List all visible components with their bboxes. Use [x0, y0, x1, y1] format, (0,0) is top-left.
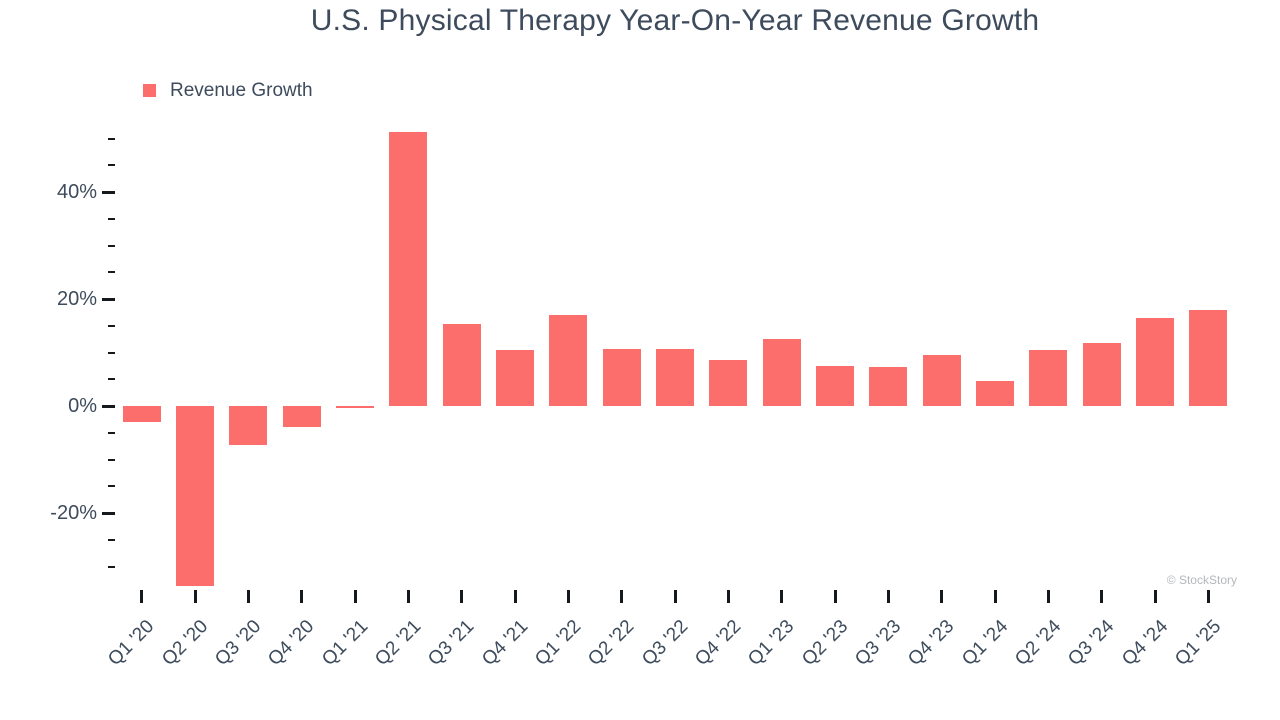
bar-q3-22 [656, 349, 694, 406]
x-axis-tick [140, 590, 144, 603]
x-axis-tick [993, 590, 997, 603]
bar-q2-21 [389, 132, 428, 406]
x-axis-tick [940, 590, 944, 603]
x-axis-tick [246, 590, 250, 603]
x-axis-label: Q2 '20 [157, 616, 212, 671]
x-axis-label: Q3 '21 [424, 616, 479, 671]
bar-q4-23 [922, 355, 961, 406]
x-axis-label: Q2 '23 [797, 616, 852, 671]
x-axis-tick [566, 590, 570, 603]
x-axis-label: Q3 '24 [1064, 616, 1119, 671]
x-axis-tick [460, 590, 464, 603]
bar-q4-22 [709, 359, 748, 406]
x-axis-tick [406, 590, 410, 603]
x-axis-label: Q3 '20 [211, 616, 266, 671]
x-axis-tick [780, 590, 784, 603]
y-axis-label: 20% [56, 288, 97, 310]
x-axis-label: Q1 '24 [957, 616, 1012, 671]
y-axis-label: 40% [56, 181, 97, 203]
watermark: © StockStory [1166, 573, 1237, 587]
x-axis-tick [1046, 590, 1050, 603]
x-axis-label: Q3 '23 [851, 616, 906, 671]
y-axis-minor-tick [108, 459, 115, 461]
bar-q1-22 [549, 315, 588, 406]
bar-q3-23 [869, 366, 908, 406]
x-axis-tick [193, 590, 197, 603]
bar-q3-21 [442, 323, 481, 406]
legend-label: Revenue Growth [170, 79, 313, 101]
bar-q4-20 [282, 406, 321, 427]
x-axis-tick [1206, 590, 1210, 603]
x-axis-label: Q1 '23 [744, 616, 799, 671]
legend-swatch [143, 84, 156, 97]
y-axis-minor-tick [108, 218, 115, 220]
x-axis-label: Q3 '22 [637, 616, 692, 671]
x-axis-tick [513, 590, 517, 603]
bar-q4-21 [496, 349, 534, 406]
chart-title: U.S. Physical Therapy Year-On-Year Reven… [310, 4, 1040, 37]
x-axis-label: Q4 '21 [477, 616, 532, 671]
bar-q2-24 [1029, 350, 1068, 406]
x-axis-tick [300, 590, 304, 603]
y-axis-minor-tick [108, 432, 115, 434]
y-axis-label: 0% [68, 395, 97, 417]
bar-q1-23 [762, 339, 801, 406]
x-axis-label: Q4 '20 [264, 616, 319, 671]
x-axis-label: Q4 '24 [1117, 616, 1172, 671]
x-axis-label: Q2 '22 [584, 616, 639, 671]
x-axis-tick [726, 590, 730, 603]
x-axis-tick [1100, 590, 1104, 603]
bar-q1-21 [336, 406, 374, 408]
x-axis-label: Q1 '21 [317, 616, 372, 671]
y-axis-minor-tick [108, 271, 115, 273]
x-axis-tick [1153, 590, 1157, 603]
bar-q1-25 [1189, 310, 1228, 406]
x-axis-label: Q2 '24 [1011, 616, 1066, 671]
x-axis-tick [353, 590, 357, 603]
x-axis-tick [620, 590, 624, 603]
y-axis-major-tick [102, 405, 115, 408]
x-axis-label: Q1 '22 [531, 616, 586, 671]
y-axis-minor-tick [108, 485, 115, 487]
y-axis-minor-tick [108, 566, 115, 568]
y-axis-major-tick [102, 298, 115, 301]
bar-q1-20 [122, 406, 161, 422]
x-axis-label: Q4 '23 [904, 616, 959, 671]
y-axis-minor-tick [108, 245, 115, 247]
y-axis-minor-tick [108, 138, 115, 140]
legend: Revenue Growth [143, 80, 313, 101]
y-axis-major-tick [102, 512, 115, 515]
x-axis-tick [886, 590, 890, 603]
bar-q4-24 [1136, 318, 1174, 406]
bar-q2-23 [816, 365, 854, 406]
x-axis-label: Q4 '22 [691, 616, 746, 671]
y-axis-minor-tick [108, 164, 115, 166]
y-axis-label: -20% [50, 502, 97, 524]
x-axis-label: Q2 '21 [371, 616, 426, 671]
bar-q1-24 [976, 380, 1014, 406]
bar-q3-24 [1082, 342, 1121, 406]
y-axis-minor-tick [108, 325, 115, 327]
y-axis-minor-tick [108, 539, 115, 541]
bar-q2-20 [176, 406, 214, 586]
y-axis-minor-tick [108, 352, 115, 354]
x-axis-tick [673, 590, 677, 603]
bar-q2-22 [602, 348, 641, 406]
x-axis-label: Q1 '20 [104, 616, 159, 671]
y-axis-major-tick [102, 191, 115, 194]
bar-q3-20 [229, 406, 268, 445]
x-axis-label: Q1 '25 [1171, 616, 1226, 671]
x-axis-tick [833, 590, 837, 603]
y-axis-minor-tick [108, 378, 115, 380]
